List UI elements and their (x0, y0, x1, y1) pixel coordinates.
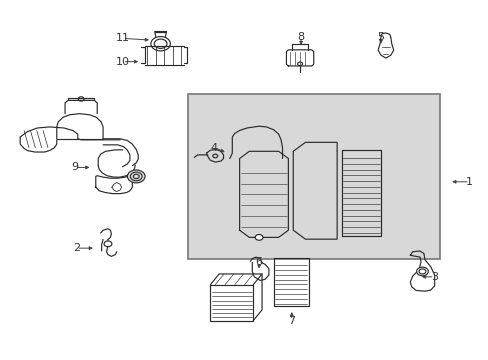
Circle shape (104, 241, 112, 247)
Circle shape (151, 37, 170, 51)
Circle shape (255, 234, 263, 240)
Circle shape (416, 267, 427, 276)
Text: 7: 7 (287, 316, 295, 325)
Text: 2: 2 (73, 243, 80, 253)
Text: 10: 10 (115, 57, 129, 67)
Text: 3: 3 (430, 272, 437, 282)
Text: 6: 6 (255, 257, 262, 267)
Text: 1: 1 (466, 177, 472, 187)
Text: 8: 8 (297, 32, 304, 41)
Circle shape (127, 170, 145, 183)
Text: 4: 4 (210, 143, 217, 153)
Text: 11: 11 (115, 33, 129, 43)
Text: 5: 5 (377, 32, 384, 41)
Bar (188, 94, 439, 259)
Text: 9: 9 (71, 162, 78, 172)
